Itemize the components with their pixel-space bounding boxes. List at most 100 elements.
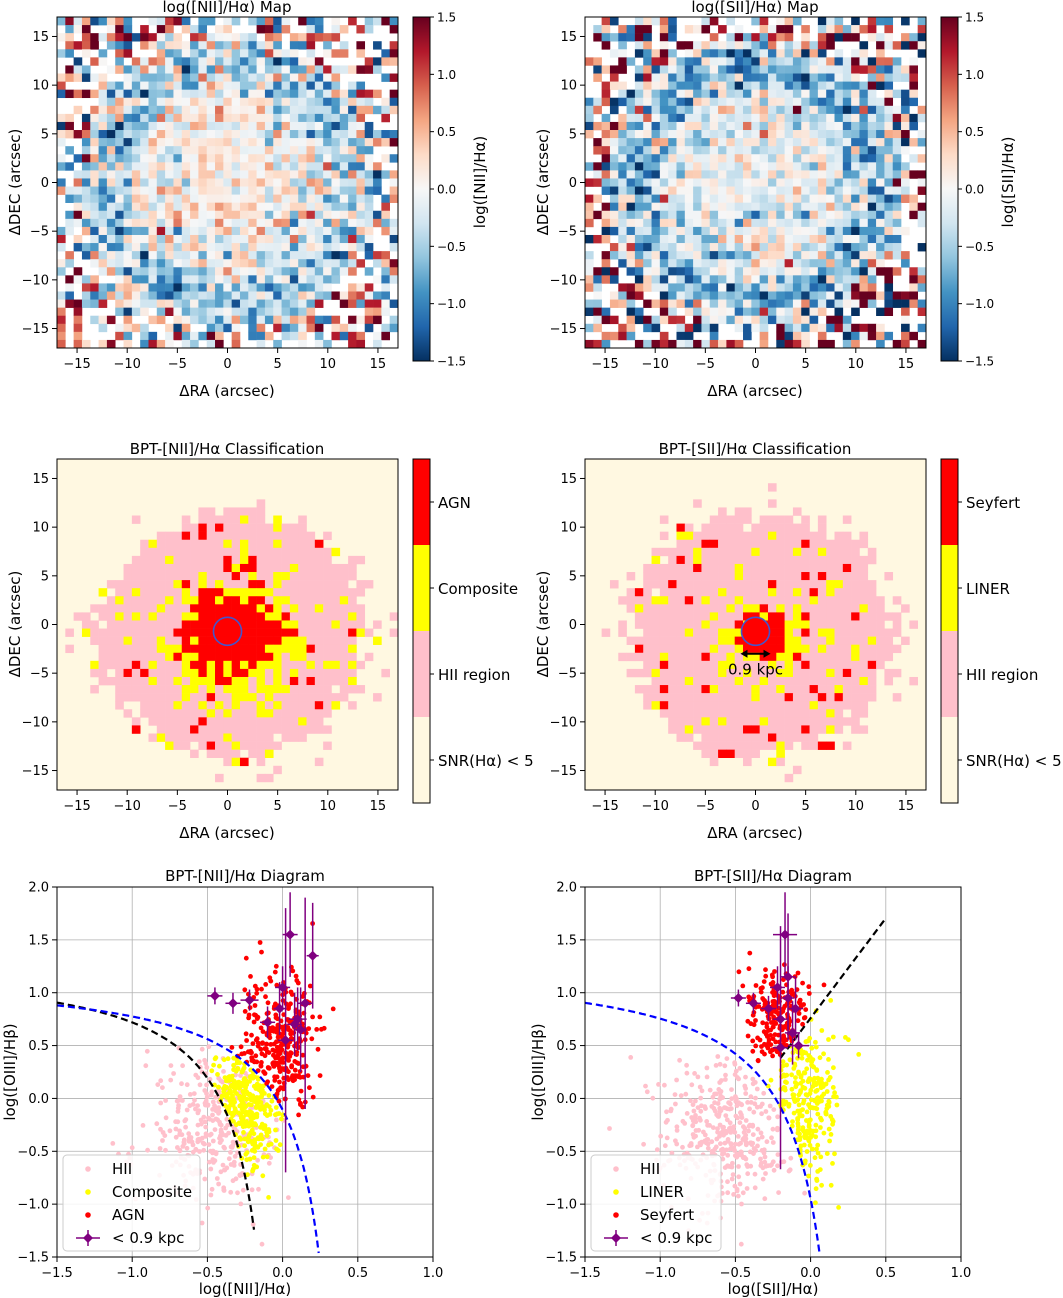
heatmap-cell — [231, 89, 241, 99]
heatmap-cell — [131, 202, 141, 212]
heatmap-cell — [314, 121, 324, 131]
heatmap-cell — [759, 307, 769, 316]
scatter-point — [208, 1131, 214, 1137]
heatmap-cell — [651, 547, 661, 557]
heatmap-cell — [165, 547, 174, 557]
heatmap-cell — [601, 202, 611, 212]
heatmap-cell — [743, 693, 752, 702]
heatmap-cell — [659, 65, 669, 74]
heatmap-cell — [190, 636, 199, 645]
heatmap-cell — [298, 226, 307, 236]
heatmap-cell — [709, 41, 719, 50]
heatmap-cell — [626, 162, 636, 171]
heatmap-cell — [751, 604, 760, 613]
heatmap-cell — [609, 202, 619, 212]
heatmap-cell — [206, 130, 216, 139]
heatmap-cell — [256, 531, 266, 541]
heatmap-cell — [190, 259, 199, 268]
heatmap-cell — [601, 178, 611, 187]
heatmap-cell — [751, 275, 760, 284]
heatmap-cell — [701, 243, 711, 252]
heatmap-cell — [198, 588, 208, 597]
heatmap-cell — [659, 146, 669, 155]
heatmap-cell — [90, 105, 99, 115]
heatmap-cell — [734, 194, 744, 203]
heatmap-cell — [140, 291, 149, 300]
heatmap-cell — [676, 588, 686, 597]
heatmap-cell — [718, 507, 727, 516]
scatter-point — [223, 1125, 229, 1131]
heatmap-cell — [223, 154, 232, 163]
heatmap-cell — [809, 186, 819, 195]
scatter-point — [173, 1134, 179, 1140]
heatmap-cell — [298, 73, 307, 82]
heatmap-cell — [759, 563, 769, 573]
heatmap-cell — [198, 515, 208, 524]
heatmap-cell — [306, 178, 316, 187]
heatmap-cell — [123, 41, 133, 50]
heatmap-cell — [190, 121, 199, 131]
heatmap-cell — [248, 275, 257, 284]
heatmap-cell — [331, 652, 341, 662]
heatmap-cell — [98, 186, 108, 195]
heatmap-cell — [281, 267, 291, 276]
heatmap-cell — [298, 563, 307, 573]
scatter-point — [226, 1156, 232, 1162]
heatmap-cell — [917, 105, 927, 115]
heatmap-cell — [776, 323, 785, 333]
heatmap-cell — [734, 644, 744, 654]
heatmap-cell — [801, 243, 810, 252]
heatmap-cell — [609, 154, 619, 163]
heatmap-cell — [264, 741, 274, 750]
heatmap-cell — [726, 65, 736, 74]
heatmap-cell — [859, 709, 869, 718]
heatmap-cell — [618, 291, 627, 300]
heatmap-cell — [231, 315, 241, 325]
heatmap-cell — [239, 709, 249, 718]
heatmap-cell — [356, 89, 366, 99]
heatmap-cell — [634, 251, 644, 260]
heatmap-cell — [231, 717, 241, 726]
heatmap-cell — [709, 299, 719, 308]
heatmap-cell — [231, 531, 241, 541]
heatmap-cell — [115, 81, 124, 90]
heatmap-cell — [659, 612, 669, 621]
heatmap-cell — [767, 604, 777, 613]
heatmap-cell — [98, 676, 108, 686]
heatmap-cell — [248, 259, 257, 268]
heatmap-cell — [264, 668, 274, 678]
heatmap-cell — [348, 668, 357, 678]
heatmap-cell — [90, 57, 99, 66]
panel-sii-classification: BPT-[SII]/Hα Classification 0.9 kpc −15−… — [534, 440, 1062, 842]
heatmap-cell — [123, 676, 133, 686]
heatmap-cell — [643, 194, 652, 203]
heatmap-cell — [684, 210, 694, 220]
heatmap-cell — [909, 331, 918, 341]
heatmap-cell — [776, 226, 785, 236]
heatmap-cell — [339, 49, 349, 58]
heatmap-cell — [585, 283, 594, 292]
heatmap-cell — [659, 563, 669, 573]
heatmap-cell — [901, 89, 910, 99]
heatmap-cell — [759, 186, 769, 195]
heatmap-cell — [156, 33, 166, 42]
heatmap-cell — [381, 97, 390, 107]
heatmap-cell — [256, 25, 266, 34]
heatmap-cell — [298, 162, 307, 171]
chart-title: log([NII]/Hα) Map — [163, 0, 292, 16]
heatmap-cell — [181, 291, 191, 300]
heatmap-cell — [826, 628, 835, 637]
heatmap-cell — [248, 202, 257, 212]
heatmap-cell — [626, 226, 636, 236]
heatmap-cell — [801, 259, 810, 268]
heatmap-cell — [684, 275, 694, 284]
heatmap-cell — [884, 299, 894, 308]
heatmap-cell — [364, 299, 374, 308]
heatmap-cell — [348, 315, 357, 325]
heatmap-cell — [223, 749, 232, 758]
heatmap-cell — [156, 733, 166, 742]
heatmap-cell — [801, 275, 810, 284]
heatmap-cell — [131, 717, 141, 726]
heatmap-cell — [256, 507, 266, 516]
heatmap-cell — [256, 668, 266, 678]
